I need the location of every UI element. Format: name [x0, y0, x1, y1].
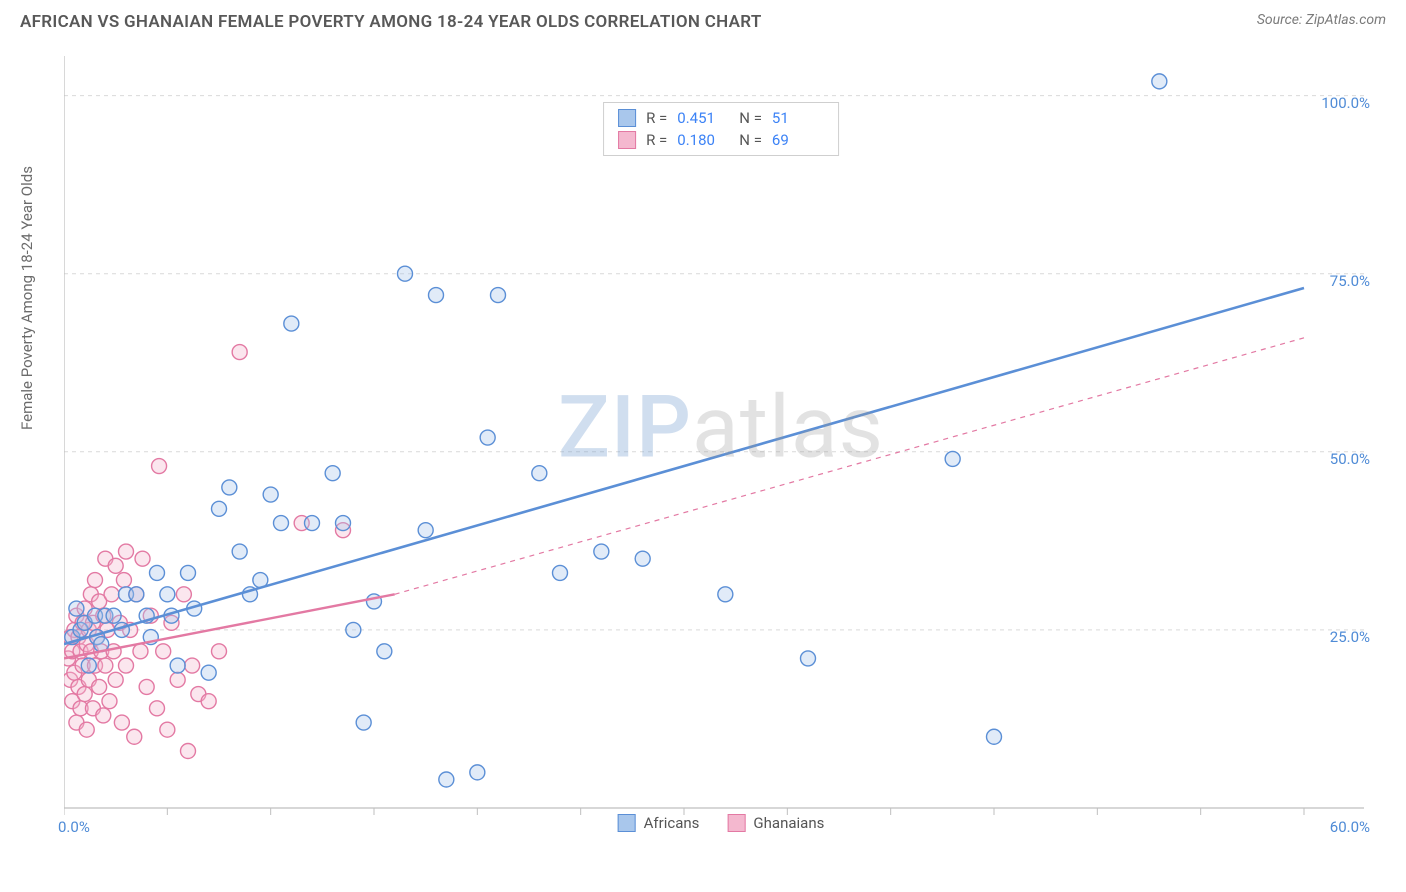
- chart-title: AFRICAN VS GHANAIAN FEMALE POVERTY AMONG…: [20, 12, 762, 32]
- y-axis-title: Female Poverty Among 18-24 Year Olds: [18, 166, 36, 430]
- source-attribution: Source: ZipAtlas.com: [1257, 12, 1386, 28]
- x-tick-label: 0.0%: [58, 818, 90, 836]
- chart-area: ZIPatlas R = 0.451 N = 51 R = 0.180 N = …: [64, 48, 1378, 838]
- n-value-ghanaians: 69: [772, 131, 824, 149]
- legend-item-africans: Africans: [618, 814, 700, 832]
- legend-row-ghanaians: R = 0.180 N = 69: [604, 129, 838, 151]
- x-tick-label: 60.0%: [1330, 818, 1370, 836]
- r-value-ghanaians: 0.180: [677, 131, 729, 149]
- r-value-africans: 0.451: [677, 109, 729, 127]
- y-tick-label: 50.0%: [1330, 450, 1370, 468]
- n-label: N =: [739, 109, 762, 127]
- series-legend: Africans Ghanaians: [618, 814, 825, 832]
- swatch-africans: [618, 814, 636, 832]
- swatch-ghanaians: [727, 814, 745, 832]
- r-label: R =: [646, 109, 667, 127]
- n-label: N =: [739, 131, 762, 149]
- legend-row-africans: R = 0.451 N = 51: [604, 107, 838, 129]
- y-tick-label: 100.0%: [1321, 94, 1370, 112]
- legend-item-ghanaians: Ghanaians: [727, 814, 824, 832]
- swatch-ghanaians: [618, 131, 636, 149]
- scatter-plot: [64, 48, 1378, 838]
- y-tick-label: 75.0%: [1330, 272, 1370, 290]
- r-label: R =: [646, 131, 667, 149]
- legend-label-ghanaians: Ghanaians: [753, 814, 824, 832]
- n-value-africans: 51: [772, 109, 824, 127]
- swatch-africans: [618, 109, 636, 127]
- correlation-legend: R = 0.451 N = 51 R = 0.180 N = 69: [603, 102, 839, 156]
- legend-label-africans: Africans: [644, 814, 700, 832]
- y-tick-label: 25.0%: [1330, 628, 1370, 646]
